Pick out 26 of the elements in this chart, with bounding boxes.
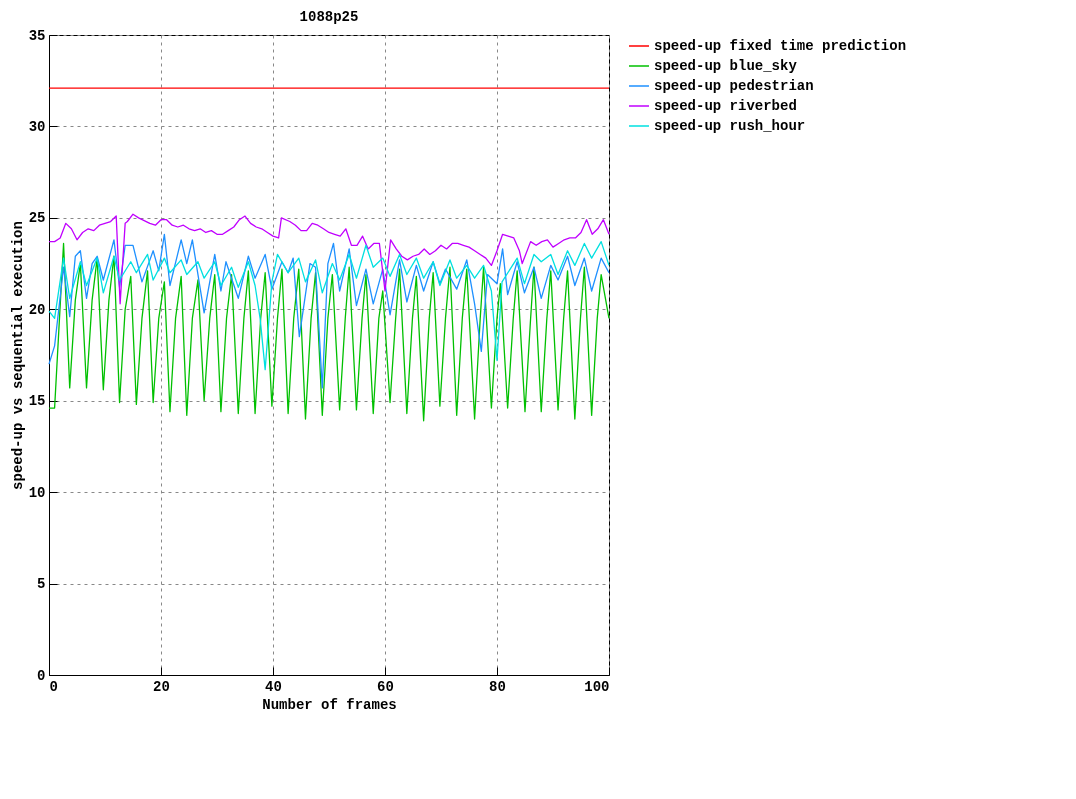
x-tick-label: 60 — [377, 678, 394, 695]
y-tick-label: 30 — [28, 118, 46, 135]
line-series — [48, 240, 610, 371]
line-series — [48, 233, 610, 389]
legend-label: speed-up pedestrian — [654, 78, 814, 94]
legend-label: speed-up riverbed — [654, 98, 797, 114]
legend-label: speed-up rush_hour — [654, 118, 806, 134]
line-series — [48, 242, 610, 422]
line-series — [48, 213, 610, 305]
x-tick-label: 20 — [153, 678, 170, 695]
y-tick-label: 5 — [37, 576, 46, 593]
y-tick-label: 20 — [28, 301, 46, 318]
y-tick-label: 10 — [28, 484, 46, 501]
y-tick-label: 0 — [37, 667, 46, 684]
legend-label: speed-up fixed time prediction — [654, 38, 907, 54]
y-axis-title: speed-up vs sequential execution — [9, 221, 26, 490]
chart-title: 1088p25 — [299, 9, 359, 25]
x-tick-label: 0 — [49, 678, 58, 695]
x-tick-label: 40 — [265, 678, 282, 695]
y-tick-label: 15 — [28, 393, 46, 410]
y-tick-label: 25 — [28, 210, 46, 227]
legend-label: speed-up blue_sky — [654, 58, 798, 74]
x-tick-label: 100 — [584, 678, 610, 695]
x-axis-title: Number of frames — [262, 696, 397, 713]
y-tick-label: 35 — [28, 27, 46, 44]
x-tick-label: 80 — [489, 678, 506, 695]
